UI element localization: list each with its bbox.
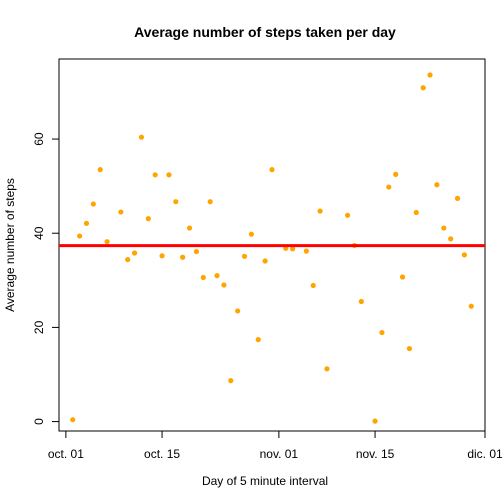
data-point [406,345,413,352]
data-point [235,308,241,314]
data-point [193,248,200,255]
data-point [379,329,385,336]
x-tick-label: nov. 01 [260,447,299,461]
data-point [221,282,227,288]
data-point [434,182,440,188]
data-point [97,167,103,173]
data-point [118,209,124,215]
data-point [269,167,275,173]
data-point [159,253,165,259]
data-point [468,303,474,309]
y-tick-label: 20 [32,320,46,334]
data-point [399,274,406,280]
data-point [427,72,433,78]
data-point [386,184,392,190]
y-tick-label: 40 [32,226,46,240]
data-point [358,298,364,305]
data-point [228,378,234,384]
data-point [70,417,76,423]
data-point [145,216,151,222]
data-point [344,212,351,218]
data-point [173,199,179,205]
data-point [454,195,461,201]
data-point [413,209,419,216]
data-point [125,256,131,263]
y-tick-label: 60 [32,132,46,146]
data-point [393,171,399,177]
data-point [441,225,447,231]
data-point [310,282,316,289]
data-point [186,225,193,231]
data-point [324,366,330,372]
y-axis: 0 20 40 60 [32,132,60,425]
data-point [461,252,467,258]
data-points [70,72,474,424]
x-tick-label: oct. 15 [144,447,180,461]
data-point [372,418,378,424]
x-tick-label: dic. 01 [467,447,503,461]
data-point [448,236,454,242]
x-axis: oct. 01 oct. 15 nov. 01 nov. 15 dic. 01 [48,430,503,461]
chart-title: Average number of steps taken per day [134,24,396,40]
data-point [131,250,138,256]
data-point [290,246,296,252]
data-point [241,253,248,259]
data-point [90,201,96,207]
data-point [77,233,83,239]
x-tick-label: oct. 01 [48,447,84,461]
data-point [166,172,172,178]
data-point [207,199,213,205]
data-point [200,274,206,281]
data-point [138,134,145,140]
data-point [255,337,261,343]
y-tick-label: 0 [32,418,46,425]
data-point [248,231,254,237]
data-point [214,273,220,279]
y-axis-label: Average number of steps [3,178,17,312]
data-point [303,248,309,254]
data-point [104,239,110,245]
data-point [83,220,90,226]
data-point [152,172,158,178]
x-axis-label: Day of 5 minute interval [202,474,328,488]
data-point [180,254,186,260]
x-tick-label: nov. 15 [356,447,395,461]
data-point [262,258,268,264]
data-point [420,85,426,91]
data-point [317,208,323,214]
